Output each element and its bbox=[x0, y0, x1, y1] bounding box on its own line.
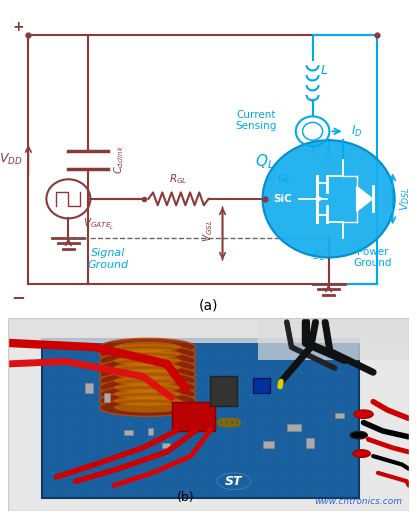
Text: +: + bbox=[13, 19, 24, 33]
Bar bbox=[210, 377, 237, 406]
Ellipse shape bbox=[114, 342, 181, 352]
Text: −: − bbox=[11, 288, 25, 306]
Ellipse shape bbox=[100, 338, 196, 356]
Text: (a): (a) bbox=[199, 299, 218, 313]
Ellipse shape bbox=[100, 365, 196, 383]
Ellipse shape bbox=[114, 382, 181, 392]
Text: $S_L$: $S_L$ bbox=[312, 249, 325, 263]
Text: ST: ST bbox=[225, 475, 243, 488]
Text: $G_L$: $G_L$ bbox=[276, 172, 291, 186]
Text: Signal
Ground: Signal Ground bbox=[88, 249, 129, 270]
Bar bbox=[287, 424, 301, 431]
Text: $V_{DD}$: $V_{DD}$ bbox=[0, 152, 22, 167]
Text: $I_D$: $I_D$ bbox=[351, 124, 362, 139]
Ellipse shape bbox=[114, 362, 181, 373]
Text: Current
Sensing: Current Sensing bbox=[236, 110, 277, 131]
Text: www.cntronics.com: www.cntronics.com bbox=[314, 498, 402, 506]
Ellipse shape bbox=[350, 431, 367, 439]
Text: $R_{GL}$: $R_{GL}$ bbox=[169, 172, 188, 187]
Bar bbox=[258, 318, 409, 359]
Bar bbox=[8, 318, 409, 343]
Polygon shape bbox=[357, 187, 373, 212]
Text: (b): (b) bbox=[177, 491, 195, 504]
Text: $V_{GATE_L}$: $V_{GATE_L}$ bbox=[83, 217, 114, 232]
Ellipse shape bbox=[114, 402, 181, 413]
Bar bbox=[306, 438, 314, 448]
Bar bbox=[263, 441, 274, 448]
Ellipse shape bbox=[100, 358, 196, 376]
Bar bbox=[253, 378, 270, 393]
Bar bbox=[85, 383, 93, 393]
Text: Power
Ground: Power Ground bbox=[353, 247, 392, 268]
Bar bbox=[171, 402, 215, 431]
Ellipse shape bbox=[354, 410, 373, 418]
Bar bbox=[162, 443, 170, 448]
Ellipse shape bbox=[353, 450, 370, 457]
Ellipse shape bbox=[114, 395, 181, 406]
Ellipse shape bbox=[100, 399, 196, 416]
Ellipse shape bbox=[100, 379, 196, 396]
Bar bbox=[123, 430, 133, 435]
Ellipse shape bbox=[114, 349, 181, 359]
Ellipse shape bbox=[100, 372, 196, 390]
Text: L: L bbox=[321, 65, 328, 77]
Bar bbox=[42, 339, 359, 498]
Ellipse shape bbox=[114, 369, 181, 379]
Text: SiC: SiC bbox=[273, 194, 292, 204]
Ellipse shape bbox=[114, 376, 181, 386]
Ellipse shape bbox=[100, 345, 196, 363]
Bar bbox=[335, 413, 344, 418]
Text: $C_{dclink}$: $C_{dclink}$ bbox=[113, 145, 126, 175]
Text: $V_{GSL}$: $V_{GSL}$ bbox=[201, 219, 216, 242]
Ellipse shape bbox=[217, 473, 251, 490]
Bar bbox=[148, 428, 153, 435]
Circle shape bbox=[263, 140, 394, 257]
Text: $V_{DSL}$: $V_{DSL}$ bbox=[399, 187, 412, 211]
Bar bbox=[104, 393, 110, 402]
Ellipse shape bbox=[114, 355, 181, 366]
Text: $D_L$: $D_L$ bbox=[323, 151, 337, 165]
Ellipse shape bbox=[100, 392, 196, 410]
Ellipse shape bbox=[100, 352, 196, 369]
Ellipse shape bbox=[114, 389, 181, 399]
Text: $Q_L$: $Q_L$ bbox=[255, 152, 274, 171]
Ellipse shape bbox=[100, 386, 196, 403]
